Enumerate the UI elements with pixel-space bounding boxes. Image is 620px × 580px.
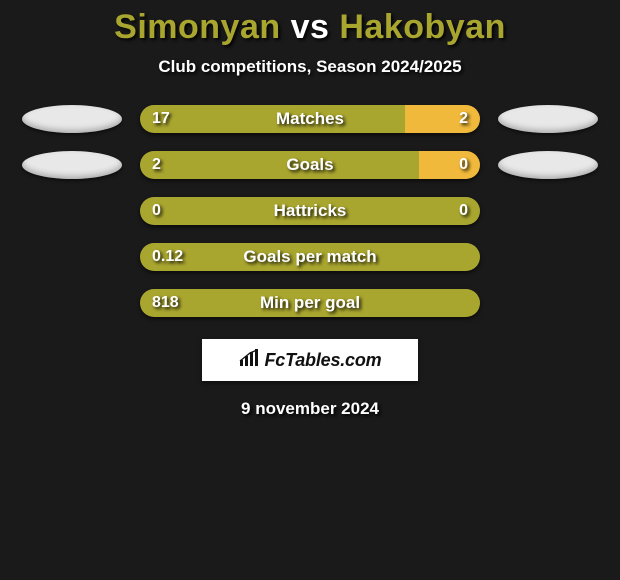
title-player1: Simonyan: [114, 8, 280, 46]
stat-bar: Hattricks00: [140, 197, 480, 225]
player1-marker: [22, 151, 122, 179]
bar-segment-player2: [405, 105, 480, 133]
branding-text: FcTables.com: [265, 350, 382, 371]
stat-row: Hattricks00: [0, 197, 620, 225]
title-vs: vs: [291, 8, 330, 46]
barchart-icon: [239, 349, 261, 372]
bar-segment-player1: [140, 243, 480, 271]
player1-marker: [22, 105, 122, 133]
player2-marker: [498, 105, 598, 133]
bar-segment-player2: [419, 151, 480, 179]
bar-segment-player1: [140, 151, 419, 179]
bar-segment-player1: [140, 105, 405, 133]
stat-bar: Goals20: [140, 151, 480, 179]
stat-bar: Goals per match0.12: [140, 243, 480, 271]
player2-marker: [498, 151, 598, 179]
stat-row: Min per goal818: [0, 289, 620, 317]
footer-date: 9 november 2024: [0, 399, 620, 419]
stat-rows: Matches172 Goals20 Hattricks00 Goals per ma…: [0, 105, 620, 317]
stat-row: Goals20: [0, 151, 620, 179]
page-title: Simonyan vs Hakobyan: [0, 8, 620, 47]
stat-bar: Min per goal818: [140, 289, 480, 317]
title-player2: Hakobyan: [339, 8, 506, 46]
bar-segment-player1: [140, 289, 480, 317]
comparison-widget: Simonyan vs Hakobyan Club competitions, …: [0, 0, 620, 419]
stat-row: Goals per match0.12: [0, 243, 620, 271]
stat-bar: Matches172: [140, 105, 480, 133]
bar-segment-player1: [140, 197, 480, 225]
stat-row: Matches172: [0, 105, 620, 133]
branding-badge[interactable]: FcTables.com: [202, 339, 418, 381]
subtitle: Club competitions, Season 2024/2025: [0, 57, 620, 77]
